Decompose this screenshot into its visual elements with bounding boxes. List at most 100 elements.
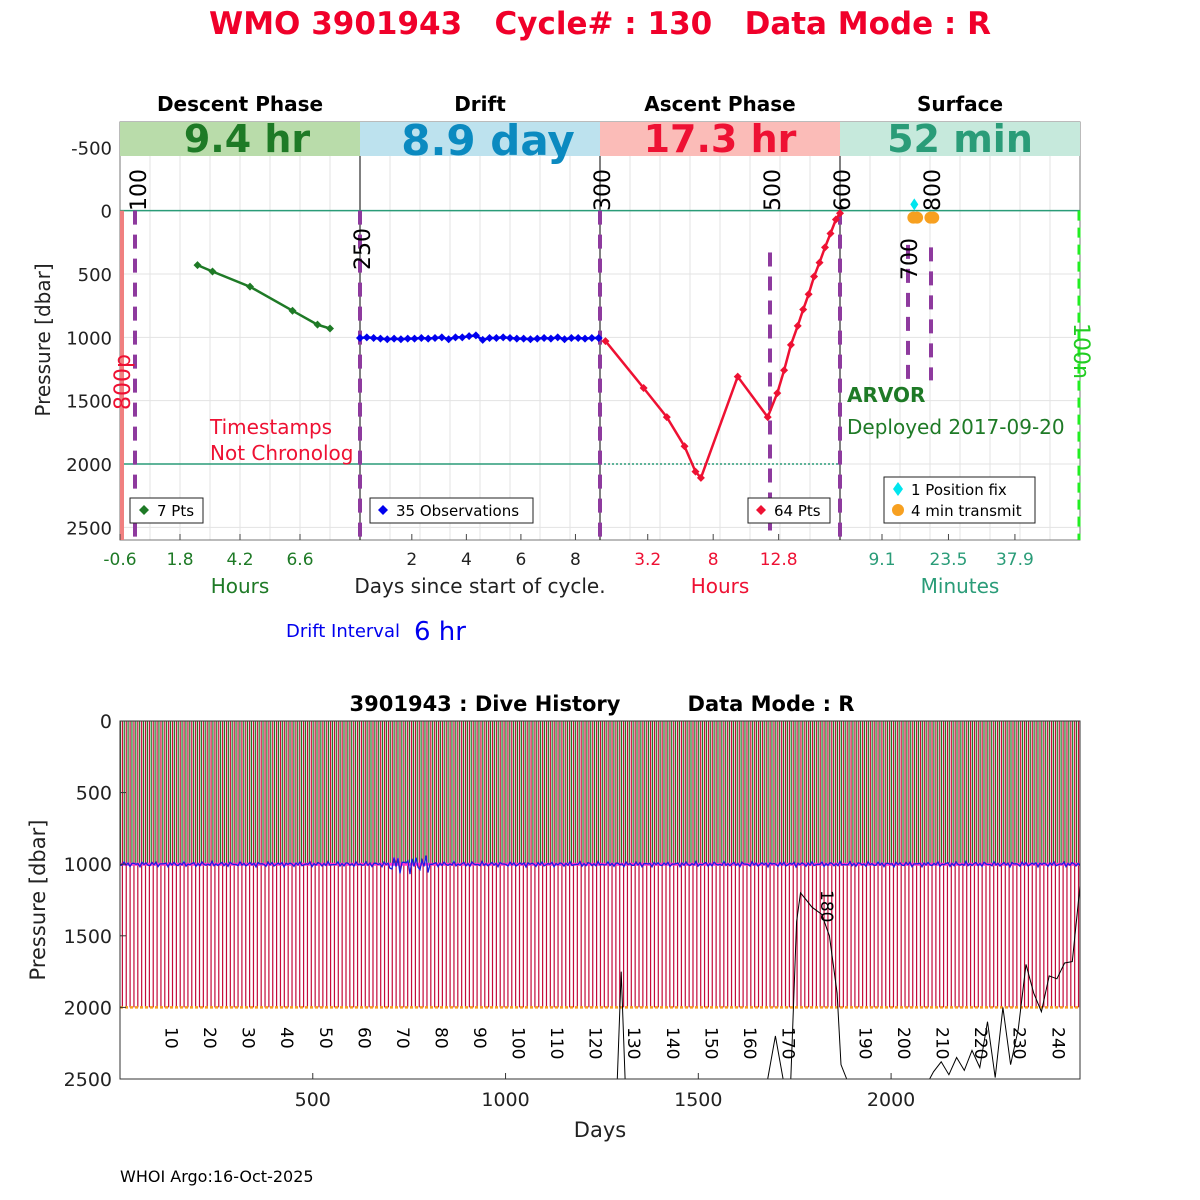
ascent-point <box>799 305 808 314</box>
drift-point <box>546 334 555 343</box>
drift-point <box>519 334 528 343</box>
cycle-number-label: 200 <box>893 1027 913 1059</box>
top-y-tick-label: 1000 <box>66 328 112 349</box>
marker-label-600: 600 <box>831 169 856 211</box>
ascent-point <box>773 389 782 398</box>
cycle-number-label: 220 <box>970 1027 990 1059</box>
bottom-y-tick-label: 2500 <box>64 1069 112 1091</box>
cycle-number-label: 210 <box>932 1027 952 1059</box>
phase-title-surface: Surface <box>917 92 1003 116</box>
cycle-number-label: 20 <box>199 1027 219 1049</box>
top-y-axis-label: Pressure [dbar] <box>31 263 55 416</box>
cycle-profile-panel: Descent Phase Drift Ascent Phase Surface… <box>31 92 1093 647</box>
ascent-point <box>826 229 835 238</box>
transmit-point <box>927 211 940 224</box>
float-type: ARVOR <box>847 383 925 407</box>
descent-point <box>313 320 322 329</box>
shared-x-label: Days since start of cycle. <box>354 574 605 598</box>
dive-history-data-mode: Data Mode : R <box>688 692 855 716</box>
cycle-number-label: 180 <box>816 890 836 922</box>
ascent-point <box>680 442 689 451</box>
cycle-number-label: 60 <box>353 1027 373 1049</box>
transmit-point <box>911 211 924 224</box>
ascent-point <box>810 272 819 281</box>
top-y-tick-label: 0 <box>101 202 112 223</box>
bottom-x-tick-label: 1500 <box>674 1089 722 1111</box>
bottom-x-axis-label: Days <box>574 1118 626 1142</box>
left-limit-bar <box>120 210 124 540</box>
surface-x-label: Minutes <box>921 574 1000 598</box>
top-y-tick-label: -500 <box>71 138 112 159</box>
drift-point <box>506 333 514 342</box>
bottom-y-tick-label: 1500 <box>64 926 112 948</box>
ascent-point <box>639 384 648 392</box>
descent-x-label: Hours <box>211 574 270 598</box>
cycle-number-label: 90 <box>469 1027 489 1049</box>
descent-legend-text: 7 Pts <box>157 502 194 520</box>
cycle-number-label: 140 <box>662 1027 682 1059</box>
ascent-point <box>662 413 671 422</box>
top-y-ticks: -500 0 500 1000 1500 2000 2500 <box>66 138 112 539</box>
marker-label-300: 300 <box>591 169 616 211</box>
drift-point <box>567 333 576 342</box>
drift-point <box>410 334 419 343</box>
drift-point <box>594 333 603 342</box>
top-x-tick-label: 8 <box>570 550 581 570</box>
drift-point <box>458 333 467 342</box>
deployed-date: Deployed 2017-09-20 <box>847 415 1065 439</box>
marker-label-800: 800 <box>921 169 946 211</box>
drift-point <box>424 334 433 343</box>
drift-point <box>533 334 542 343</box>
phase-header-box <box>360 122 600 156</box>
ascent-point <box>821 243 829 252</box>
drift-point <box>383 335 392 344</box>
ascent-point <box>733 372 742 381</box>
top-x-tick-label: 3.2 <box>634 550 661 570</box>
bottom-y-tick-label: 0 <box>100 711 112 733</box>
phase-duration-descent: 9.4 hr <box>184 117 311 161</box>
ascent-point <box>793 321 802 330</box>
drift-interval-label: Drift Interval <box>286 621 400 642</box>
cycle-number-label: 30 <box>238 1027 258 1049</box>
phase-title-ascent: Ascent Phase <box>644 92 795 116</box>
cycle-number-label: 170 <box>777 1027 797 1059</box>
dive-history-frame <box>119 720 1081 1080</box>
drift-interval-value: 6 hr <box>414 617 466 647</box>
phase-duration-ascent: 17.3 hr <box>644 117 797 161</box>
drift-point <box>376 334 385 343</box>
surface-legend: 1 Position fix 4 min transmit <box>883 476 1036 524</box>
phase-header-box <box>120 122 360 156</box>
drift-point <box>512 334 521 343</box>
bottom-x-tick-label: 1000 <box>481 1089 529 1111</box>
drift-point <box>574 333 583 342</box>
drift-point <box>465 332 474 341</box>
drift-point <box>396 335 405 344</box>
drift-point <box>417 333 426 342</box>
phase-duration-surface: 52 min <box>887 117 1033 161</box>
drift-point <box>369 333 378 342</box>
descent-point <box>326 324 334 333</box>
drift-point <box>553 333 562 342</box>
top-x-tick-label: 4.2 <box>226 550 253 570</box>
drift-point <box>437 333 446 342</box>
cycle-number-label: 230 <box>1009 1027 1029 1059</box>
drift-point <box>478 335 487 344</box>
cycle-number-label: 70 <box>392 1027 412 1049</box>
ascent-point <box>691 467 700 476</box>
drift-point <box>499 333 508 342</box>
top-x-tick-label: 4 <box>461 550 472 570</box>
ascent-legend-marker <box>756 505 766 515</box>
drift-point <box>431 333 439 342</box>
drift-point <box>560 335 569 344</box>
top-x-tick-label: 6 <box>515 550 526 570</box>
marker-label-100: 100 <box>127 169 152 211</box>
right-limit-label: 100n <box>1068 323 1093 379</box>
phase-title-drift: Drift <box>454 92 506 116</box>
drift-point <box>526 335 535 344</box>
ascent-point <box>836 209 844 218</box>
top-x-tick-label: -0.6 <box>103 550 136 570</box>
cycle-number-labels: 10 20 30 40 50 60 70 80 90 100 110 120 130 140 150 160 1… <box>161 890 1068 1059</box>
cycle-number-label: 100 <box>508 1027 528 1059</box>
footer-credit: WHOI Argo:16-Oct-2025 <box>120 1167 314 1186</box>
drift-legend: 35 Observations <box>369 497 534 524</box>
